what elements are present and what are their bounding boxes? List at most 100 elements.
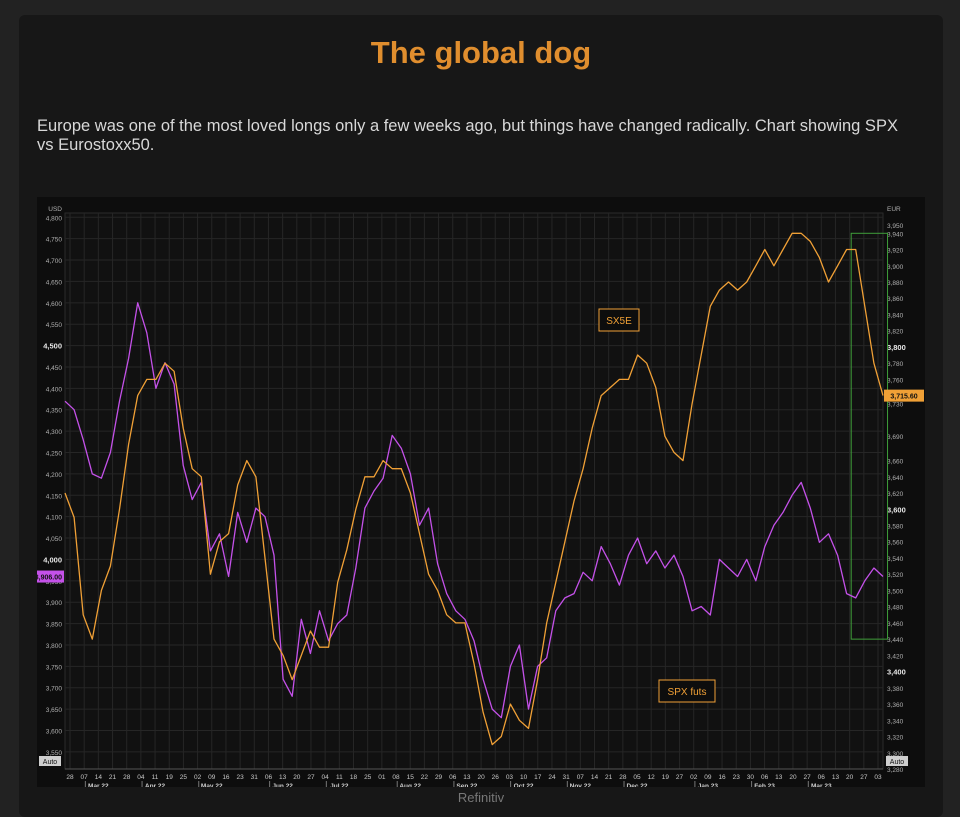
x-axis-day-label: 04	[137, 774, 145, 781]
x-axis-month-label: Jul 22	[330, 783, 349, 787]
page-title: The global dog	[370, 35, 592, 70]
x-axis-day-label: 28	[123, 774, 131, 781]
left-axis-tick-label: 4,500	[43, 342, 62, 351]
left-auto-badge	[39, 756, 61, 766]
left-axis-tick-label: 4,600	[46, 301, 63, 308]
right-axis-tick-label: 3,840	[887, 312, 904, 319]
x-axis-day-label: 21	[605, 774, 613, 781]
right-axis-tick-label: 3,340	[887, 718, 904, 725]
right-axis-tick-label: 3,950	[887, 223, 904, 230]
left-axis-tick-label: 4,250	[46, 451, 63, 458]
left-axis-tick-label: 4,400	[46, 386, 63, 393]
left-axis-tick-label: 4,200	[46, 472, 63, 479]
x-axis-day-label: 23	[733, 774, 741, 781]
x-axis-month-label: Nov 22	[570, 783, 592, 787]
x-axis-day-label: 10	[520, 774, 528, 781]
x-axis-day-label: 31	[563, 774, 571, 781]
x-axis-day-label: 20	[477, 774, 485, 781]
right-axis-tick-label: 3,860	[887, 296, 904, 303]
right-axis-tick-label: 3,420	[887, 653, 904, 660]
left-axis-tick-label: 3,600	[46, 729, 63, 736]
right-axis-tick-label: 3,640	[887, 475, 904, 482]
left-axis-tick-label: 4,350	[46, 408, 63, 415]
left-axis-tick-label: 4,650	[46, 279, 63, 286]
chart-card: The global dog Europe was one of the mos…	[19, 15, 943, 817]
left-axis-tick-label: 4,550	[46, 322, 63, 329]
x-axis-day-label: 15	[407, 774, 415, 781]
x-axis-day-label: 12	[648, 774, 656, 781]
x-axis-day-label: 25	[180, 774, 188, 781]
page-subtitle: Europe was one of the most loved longs o…	[37, 117, 898, 154]
x-axis-day-label: 14	[95, 774, 103, 781]
x-axis-day-label: 26	[492, 774, 500, 781]
x-axis-day-label: 19	[662, 774, 670, 781]
x-axis-day-label: 07	[81, 774, 89, 781]
left-axis-tick-label: 4,800	[46, 215, 63, 222]
right-axis-tick-label: 3,540	[887, 556, 904, 563]
left-axis-tick-label: 3,800	[46, 643, 63, 650]
x-axis-day-label: 19	[166, 774, 174, 781]
right-axis-tick-label: 3,560	[887, 540, 904, 547]
left-axis-tick-label: 3,550	[46, 750, 63, 757]
left-axis-tick-label: 4,700	[46, 258, 63, 265]
spx-last-value-label: 3,906.00	[37, 575, 62, 582]
left-auto-label: Auto	[43, 759, 58, 766]
x-axis-month-label: Dec 22	[627, 783, 648, 787]
x-axis-day-label: 31	[251, 774, 259, 781]
x-axis-day-label: 13	[832, 774, 840, 781]
x-axis-day-label: 03	[506, 774, 514, 781]
left-axis-tick-label: 4,050	[46, 536, 63, 543]
right-axis-tick-label: 3,690	[887, 434, 904, 441]
x-axis-day-label: 06	[449, 774, 457, 781]
x-axis-month-label: Oct 22	[514, 783, 534, 787]
right-axis-tick-label: 3,880	[887, 280, 904, 287]
right-axis-tick-label: 3,400	[887, 668, 906, 677]
sx5e-last-value-label: 3,715.60	[890, 394, 917, 401]
x-axis-day-label: 29	[435, 774, 443, 781]
right-axis-tick-label: 3,820	[887, 329, 904, 336]
x-axis-month-label: Sep 22	[456, 783, 477, 787]
spx-annotation-box	[658, 679, 716, 703]
x-axis-day-label: 09	[208, 774, 216, 781]
x-axis-day-label: 11	[152, 774, 159, 781]
right-auto-label: Auto	[890, 759, 905, 766]
x-axis-month-label: Apr 22	[145, 783, 166, 787]
left-axis-unit-label: USD	[48, 206, 62, 213]
x-axis-day-label: 27	[307, 774, 315, 781]
right-axis-tick-label: 3,900	[887, 264, 904, 271]
right-axis-tick-label: 3,800	[887, 343, 906, 352]
x-axis-month-label: Aug 22	[399, 783, 421, 787]
x-axis-day-label: 27	[804, 774, 812, 781]
right-axis-tick-label: 3,360	[887, 702, 904, 709]
right-axis-tick-label: 3,500	[887, 588, 904, 595]
x-axis-day-label: 11	[336, 774, 343, 781]
x-axis-day-label: 05	[633, 774, 641, 781]
x-axis-month-label: Feb 23	[754, 783, 775, 787]
x-axis-day-label: 01	[378, 774, 386, 781]
left-axis-tick-label: 4,100	[46, 515, 63, 522]
sx5e-annotation-box	[598, 308, 640, 332]
x-axis-day-label: 13	[279, 774, 287, 781]
chart-area: 4,800 4,750 4,700 4,650 4,600 4,550 4,500 4,450…	[35, 197, 925, 792]
spx-last-value-badge	[37, 570, 64, 583]
x-axis-day-label: 28	[66, 774, 74, 781]
left-axis-tick-label: 3,650	[46, 707, 63, 714]
right-axis-tick-label: 3,380	[887, 686, 904, 693]
x-axis-day-label: 02	[690, 774, 698, 781]
x-axis-day-label: 13	[775, 774, 783, 781]
x-axis-day-label: 16	[718, 774, 726, 781]
x-axis-day-label: 20	[293, 774, 301, 781]
right-axis-tick-label: 3,660	[887, 459, 904, 466]
left-axis-tick-label: 4,750	[46, 237, 63, 244]
right-axis-tick-label: 3,480	[887, 605, 904, 612]
x-axis-day-label: 23	[236, 774, 244, 781]
x-axis-day-label: 24	[548, 774, 556, 781]
plot-area	[64, 212, 884, 770]
x-axis-month-label: Jun 22	[272, 783, 293, 787]
left-axis-tick-label: 3,850	[46, 622, 63, 629]
x-axis-day-label: 21	[109, 774, 117, 781]
right-axis-tick-label: 3,940	[887, 231, 904, 238]
x-axis-month-label: Mar 22	[88, 783, 109, 787]
x-axis-day-label: 27	[676, 774, 684, 781]
x-axis-day-label: 20	[789, 774, 797, 781]
